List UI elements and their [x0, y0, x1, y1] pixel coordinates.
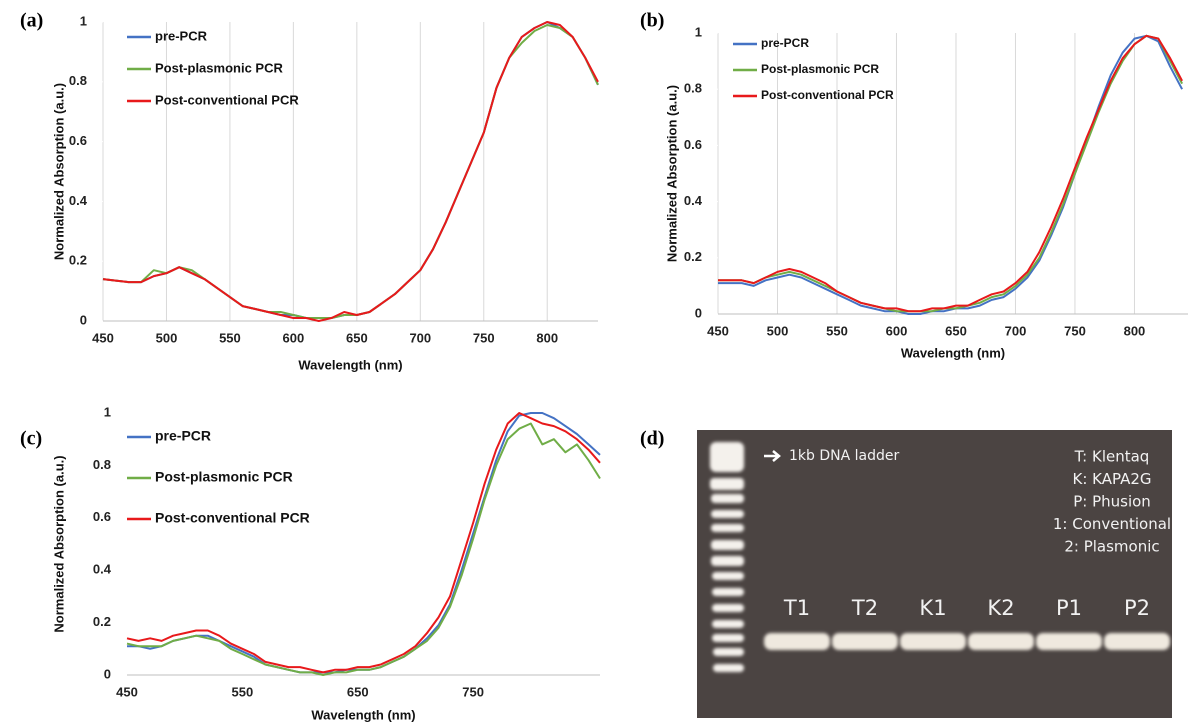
band	[764, 633, 830, 650]
y-tick-label: 0	[695, 305, 702, 320]
y-tick-label: 0.2	[684, 249, 702, 264]
series-line	[718, 34, 1183, 313]
y-tick-label: 0	[104, 666, 111, 681]
x-axis-label: Wavelength (nm)	[311, 707, 415, 722]
y-tick-label: 0.6	[69, 133, 87, 148]
y-tick-label: 1	[695, 24, 702, 39]
band	[900, 633, 966, 650]
legend-label: Post-conventional PCR	[155, 510, 310, 526]
ladder-arrow	[764, 450, 781, 462]
legend-label: pre-PCR	[761, 36, 809, 50]
lane-label: T2	[851, 596, 878, 620]
y-axis-label: Normalized Absorption (a.u.)	[51, 83, 66, 260]
series-line	[718, 34, 1183, 315]
series-line	[718, 34, 1183, 313]
panel-label: (a)	[20, 10, 43, 32]
x-tick-label: 750	[473, 330, 495, 345]
key-label: T: Klentaq	[1074, 448, 1150, 466]
legend-label: Post-conventional PCR	[155, 92, 299, 107]
gel-panel: 1kb DNA ladder (d) T1 T2 K1 K2 P1 P2 T: Klenta…	[640, 428, 1172, 718]
x-tick-label: 450	[116, 684, 138, 699]
y-tick-label: 0.4	[684, 193, 703, 208]
band	[1104, 633, 1170, 650]
legend-label: Post-plasmonic PCR	[761, 62, 879, 76]
x-axis-label: Wavelength (nm)	[298, 357, 402, 372]
lane-label: T1	[783, 596, 810, 620]
band	[832, 633, 898, 650]
legend-label: Post-plasmonic PCR	[155, 60, 283, 75]
y-tick-label: 0	[80, 312, 87, 327]
y-tick-label: 0.6	[684, 137, 702, 152]
panel-label: (d)	[640, 428, 664, 450]
x-tick-label: 600	[886, 323, 908, 338]
x-tick-label: 650	[346, 330, 368, 345]
x-tick-label: 700	[1005, 323, 1027, 338]
x-tick-label: 800	[536, 330, 558, 345]
y-tick-label: 0.8	[684, 81, 702, 96]
y-tick-label: 0.2	[69, 253, 87, 268]
x-tick-label: 650	[945, 323, 967, 338]
panel-label: (b)	[640, 10, 664, 32]
x-tick-label: 650	[347, 684, 369, 699]
x-tick-label: 450	[92, 330, 114, 345]
y-axis-label: Normalized Absorption (a.u.)	[51, 455, 66, 632]
x-axis-label: Wavelength (nm)	[901, 345, 1005, 360]
x-tick-label: 550	[232, 684, 254, 699]
x-tick-label: 750	[462, 684, 484, 699]
x-tick-label: 450	[707, 323, 729, 338]
x-tick-label: 550	[219, 330, 241, 345]
lane-label: K1	[919, 596, 946, 620]
series-line	[126, 412, 601, 674]
y-tick-label: 0.8	[69, 73, 87, 88]
lane-label: K2	[987, 596, 1014, 620]
series-line	[102, 24, 599, 319]
legend-label: pre-PCR	[155, 28, 208, 43]
y-tick-label: 1	[104, 404, 111, 419]
legend-label: pre-PCR	[155, 428, 211, 444]
legend-label: Post-plasmonic PCR	[155, 469, 293, 485]
x-tick-label: 550	[826, 323, 848, 338]
x-tick-label: 600	[283, 330, 305, 345]
x-tick-label: 750	[1064, 323, 1086, 338]
key-label: 1: Conventional	[1053, 515, 1171, 533]
y-tick-label: 0.4	[93, 562, 112, 577]
y-tick-label: 1	[80, 13, 87, 28]
gel-image	[697, 430, 1172, 718]
y-tick-label: 0.6	[93, 509, 111, 524]
band	[968, 633, 1034, 650]
ladder-label: 1kb DNA ladder	[789, 448, 899, 464]
ladder	[710, 442, 744, 672]
x-tick-label: 800	[1124, 323, 1146, 338]
lane-label: P2	[1124, 596, 1150, 620]
panel-label: (c)	[20, 428, 42, 450]
x-tick-label: 500	[156, 330, 178, 345]
y-tick-label: 0.4	[69, 193, 88, 208]
y-tick-label: 0.8	[93, 457, 111, 472]
key-label: 2: Plasmonic	[1064, 538, 1159, 556]
series-line	[127, 412, 601, 674]
y-axis-label: Normalized Absorption (a.u.)	[664, 85, 679, 262]
x-tick-label: 500	[767, 323, 789, 338]
lane-label: P1	[1056, 596, 1082, 620]
key-label: P: Phusion	[1073, 493, 1151, 511]
series-line	[102, 21, 599, 322]
y-tick-label: 0.2	[93, 614, 111, 629]
x-tick-label: 700	[409, 330, 431, 345]
band	[1036, 633, 1102, 650]
legend-label: Post-conventional PCR	[761, 88, 894, 102]
series-line	[126, 422, 601, 676]
key-label: K: KAPA2G	[1072, 470, 1151, 488]
